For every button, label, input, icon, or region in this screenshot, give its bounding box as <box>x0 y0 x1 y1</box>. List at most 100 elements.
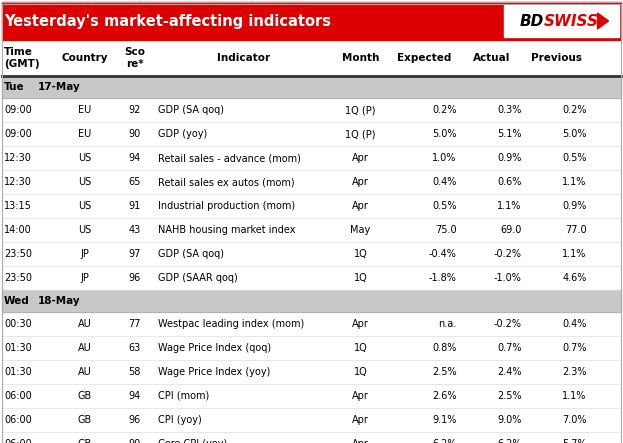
Text: 96: 96 <box>128 415 141 425</box>
Text: 17-May: 17-May <box>38 82 81 92</box>
Text: SWISS: SWISS <box>543 13 599 28</box>
Text: 90: 90 <box>128 129 141 139</box>
Text: 23:50: 23:50 <box>4 273 32 283</box>
Text: Retail sales - advance (mom): Retail sales - advance (mom) <box>158 153 300 163</box>
Text: 1.0%: 1.0% <box>432 153 457 163</box>
Text: GDP (yoy): GDP (yoy) <box>158 129 207 139</box>
Text: Apr: Apr <box>352 201 369 211</box>
Text: Wed: Wed <box>4 296 30 306</box>
Polygon shape <box>597 13 609 29</box>
Text: 0.2%: 0.2% <box>563 105 587 115</box>
Text: 01:30: 01:30 <box>4 367 32 377</box>
Text: 0.4%: 0.4% <box>563 319 587 329</box>
Text: 69.0: 69.0 <box>500 225 522 235</box>
Text: 06:00: 06:00 <box>4 415 32 425</box>
Text: 9.0%: 9.0% <box>497 415 522 425</box>
Text: Apr: Apr <box>352 415 369 425</box>
Text: 2.4%: 2.4% <box>497 367 522 377</box>
Text: 0.5%: 0.5% <box>432 201 457 211</box>
Text: Industrial production (mom): Industrial production (mom) <box>158 201 295 211</box>
Text: 06:00: 06:00 <box>4 439 32 443</box>
Text: 6.2%: 6.2% <box>432 439 457 443</box>
Text: 6.2%: 6.2% <box>497 439 522 443</box>
Text: 23:50: 23:50 <box>4 249 32 259</box>
Text: CPI (yoy): CPI (yoy) <box>158 415 201 425</box>
Text: US: US <box>78 153 92 163</box>
Text: GDP (SAAR qoq): GDP (SAAR qoq) <box>158 273 237 283</box>
Text: GDP (SA qoq): GDP (SA qoq) <box>158 249 224 259</box>
Text: NAHB housing market index: NAHB housing market index <box>158 225 295 235</box>
Text: Expected: Expected <box>397 53 451 63</box>
Text: US: US <box>78 177 92 187</box>
Text: BD: BD <box>519 13 543 28</box>
Text: 5.1%: 5.1% <box>497 129 522 139</box>
Text: CPI (mom): CPI (mom) <box>158 391 209 401</box>
Text: May: May <box>350 225 371 235</box>
Text: GDP (SA qoq): GDP (SA qoq) <box>158 105 224 115</box>
Text: Retail sales ex autos (mom): Retail sales ex autos (mom) <box>158 177 294 187</box>
Text: n.a.: n.a. <box>439 319 457 329</box>
Text: Tue: Tue <box>4 82 25 92</box>
Text: Apr: Apr <box>352 391 369 401</box>
Text: Core CPI (yoy): Core CPI (yoy) <box>158 439 227 443</box>
Text: 1Q (P): 1Q (P) <box>345 105 376 115</box>
Text: Apr: Apr <box>352 177 369 187</box>
Text: 43: 43 <box>128 225 141 235</box>
Text: Apr: Apr <box>352 153 369 163</box>
Text: 92: 92 <box>128 105 141 115</box>
Text: 1Q: 1Q <box>353 343 368 353</box>
Text: 2.5%: 2.5% <box>497 391 522 401</box>
Text: 1Q: 1Q <box>353 273 368 283</box>
Text: EU: EU <box>78 129 92 139</box>
Text: Wage Price Index (qoq): Wage Price Index (qoq) <box>158 343 270 353</box>
Text: Country: Country <box>62 53 108 63</box>
Text: AU: AU <box>78 343 92 353</box>
Text: Apr: Apr <box>352 319 369 329</box>
Text: AU: AU <box>78 319 92 329</box>
Text: 77: 77 <box>128 319 141 329</box>
Text: 0.8%: 0.8% <box>432 343 457 353</box>
Text: 1.1%: 1.1% <box>563 177 587 187</box>
Text: -1.0%: -1.0% <box>494 273 522 283</box>
Text: -0.2%: -0.2% <box>494 249 522 259</box>
Text: 96: 96 <box>128 273 141 283</box>
Text: 1Q: 1Q <box>353 249 368 259</box>
Text: 91: 91 <box>128 201 141 211</box>
Text: 0.6%: 0.6% <box>497 177 522 187</box>
Text: 0.3%: 0.3% <box>497 105 522 115</box>
Text: -1.8%: -1.8% <box>429 273 457 283</box>
Text: -0.4%: -0.4% <box>429 249 457 259</box>
Text: JP: JP <box>80 273 89 283</box>
Text: 0.7%: 0.7% <box>497 343 522 353</box>
Text: US: US <box>78 225 92 235</box>
Text: 90: 90 <box>128 439 141 443</box>
Text: 09:00: 09:00 <box>4 105 32 115</box>
Text: 12:30: 12:30 <box>4 177 32 187</box>
Text: Indicator: Indicator <box>217 53 270 63</box>
Text: 0.7%: 0.7% <box>563 343 587 353</box>
Text: EU: EU <box>78 105 92 115</box>
Text: 1Q: 1Q <box>353 367 368 377</box>
Text: 0.9%: 0.9% <box>497 153 522 163</box>
Text: Month: Month <box>341 53 379 63</box>
Text: GB: GB <box>78 439 92 443</box>
Text: -0.2%: -0.2% <box>494 319 522 329</box>
Text: Sco
re*: Sco re* <box>124 47 145 69</box>
Text: 18-May: 18-May <box>38 296 80 306</box>
Text: JP: JP <box>80 249 89 259</box>
Text: 14:00: 14:00 <box>4 225 32 235</box>
Text: 12:30: 12:30 <box>4 153 32 163</box>
Text: 0.9%: 0.9% <box>563 201 587 211</box>
Text: 00:30: 00:30 <box>4 319 32 329</box>
Text: 5.7%: 5.7% <box>562 439 587 443</box>
Text: 09:00: 09:00 <box>4 129 32 139</box>
Text: 1.1%: 1.1% <box>563 249 587 259</box>
Text: 5.0%: 5.0% <box>432 129 457 139</box>
Text: 2.3%: 2.3% <box>563 367 587 377</box>
Text: 1.1%: 1.1% <box>497 201 522 211</box>
Text: AU: AU <box>78 367 92 377</box>
Text: 65: 65 <box>128 177 141 187</box>
Text: 7.0%: 7.0% <box>563 415 587 425</box>
Text: Yesterday's market-affecting indicators: Yesterday's market-affecting indicators <box>4 13 331 28</box>
Text: 94: 94 <box>128 391 141 401</box>
